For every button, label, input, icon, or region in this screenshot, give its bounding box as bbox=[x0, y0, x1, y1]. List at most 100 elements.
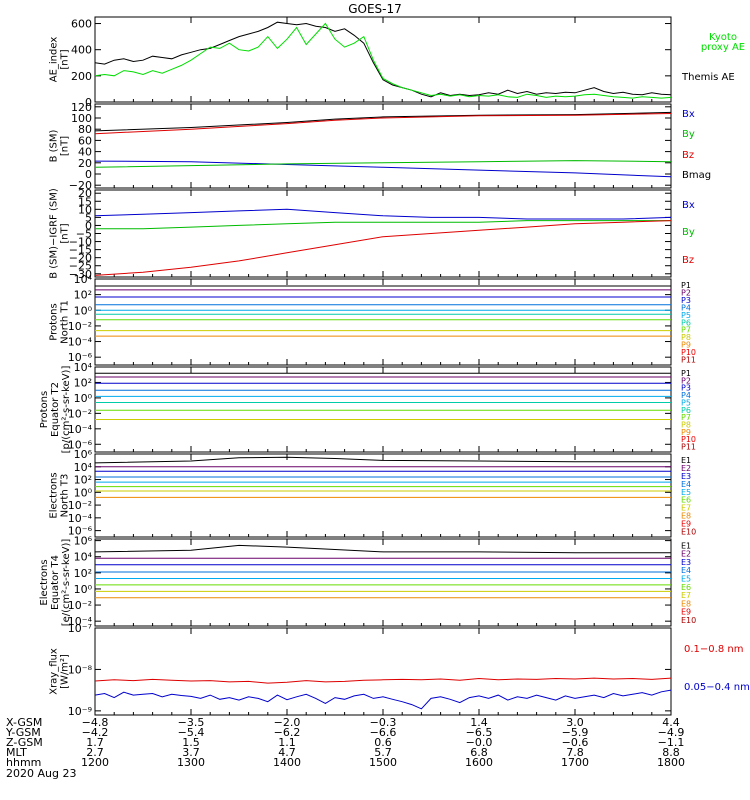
y-tick-label: 5 bbox=[85, 211, 92, 224]
ephemeris-value: −0.3 bbox=[370, 716, 397, 729]
y-tick-label: 10⁻⁶ bbox=[68, 438, 93, 451]
ephemeris-value: −6.6 bbox=[370, 726, 397, 739]
y-tick-label: 10⁻⁷ bbox=[68, 622, 92, 635]
y-tick-label: 400 bbox=[71, 44, 92, 57]
ephemeris-value: 7.8 bbox=[566, 746, 584, 759]
ephemeris-row-label: Z-GSM bbox=[6, 736, 43, 749]
legend-item: P1 bbox=[681, 369, 691, 378]
legend: Bx By Bz Bmag bbox=[682, 109, 711, 181]
legend-item: By bbox=[682, 227, 695, 238]
ephemeris-row-label: X-GSM bbox=[6, 716, 42, 729]
y-tick-label: 10⁻² bbox=[68, 407, 92, 420]
y-axis-label: B (SM) bbox=[49, 129, 60, 162]
y-tick-label: 10⁻⁶ bbox=[68, 351, 93, 364]
legend-item: 0.1−0.8 nm bbox=[684, 644, 743, 655]
legend-item: P5 bbox=[681, 398, 691, 407]
y-axis-label: B (SM)−IGRF (SM) bbox=[49, 188, 60, 279]
legend-item: By bbox=[682, 129, 695, 140]
y-tick-label: 10⁰ bbox=[74, 392, 93, 405]
y-tick-label: −15 bbox=[69, 244, 92, 257]
legend-item: P8 bbox=[681, 420, 691, 429]
ephemeris-value: 8.8 bbox=[662, 746, 680, 759]
ephemeris-table: X-GSM −4.8 −3.5 −2.0 −0.3 1.4 3.0 4.4 Y-GSM −4.2 −… bbox=[5, 716, 685, 769]
legend-item: P2 bbox=[681, 288, 691, 297]
ephemeris-value: 1400 bbox=[273, 756, 301, 769]
legend: Bx By Bz bbox=[682, 200, 695, 266]
legend-item: Kyoto bbox=[709, 32, 737, 43]
legend-item: Bz bbox=[682, 150, 694, 161]
y-tick-label: 80 bbox=[78, 123, 92, 136]
panel-p_t1: 10⁴ 10² 10⁰ 10⁻² 10⁻⁴ 10⁻⁶ Protons North T1 P1P2… bbox=[49, 273, 696, 366]
legend-item: Themis AE bbox=[681, 72, 735, 83]
y-tick-label: 120 bbox=[71, 101, 92, 114]
legend-item: P11 bbox=[681, 356, 696, 365]
legend-item: E6 bbox=[681, 583, 691, 592]
legend-item: Bx bbox=[682, 200, 695, 211]
legend-item: P7 bbox=[681, 413, 691, 422]
ephemeris-value: −1.1 bbox=[658, 736, 685, 749]
legend-item: P10 bbox=[681, 435, 696, 444]
ephemeris-value: 4.7 bbox=[278, 746, 296, 759]
ephemeris-value: −6.2 bbox=[274, 726, 301, 739]
series-e1 bbox=[94, 544, 671, 554]
series-bz bbox=[94, 220, 672, 276]
y-tick-label: −20 bbox=[69, 252, 92, 265]
y-tick-label: 40 bbox=[78, 146, 92, 159]
series-kyoto-proxy-ae bbox=[94, 22, 672, 99]
y-tick-label: 0 bbox=[85, 219, 92, 232]
y-tick-label: 10⁻⁴ bbox=[68, 512, 93, 525]
legend-item: E7 bbox=[681, 591, 691, 600]
ephemeris-row-label: MLT bbox=[6, 746, 27, 759]
legend-item: E9 bbox=[681, 608, 691, 617]
y-tick-label: 10 bbox=[78, 203, 92, 216]
ephemeris-value: 1500 bbox=[369, 756, 397, 769]
ephemeris-row-label: Y-GSM bbox=[5, 726, 41, 739]
y-tick-label: 600 bbox=[71, 18, 92, 31]
legend-item: E6 bbox=[681, 496, 691, 505]
ephemeris-value: −5.4 bbox=[178, 726, 205, 739]
legend-item: E4 bbox=[681, 566, 691, 575]
ephemeris-value: −3.5 bbox=[178, 716, 205, 729]
panel-frame bbox=[94, 16, 672, 103]
ephemeris-value: 4.4 bbox=[662, 716, 680, 729]
y-axis-label: Protons bbox=[49, 303, 60, 340]
y-axis-label: [nT] bbox=[60, 223, 71, 243]
y-axis-label: Protons bbox=[39, 391, 50, 428]
legend-item: P8 bbox=[681, 333, 691, 342]
legend-item: P10 bbox=[681, 348, 696, 357]
series-bx bbox=[94, 208, 672, 220]
legend-item: P4 bbox=[681, 391, 691, 400]
y-tick-label: 10⁻² bbox=[68, 499, 92, 512]
ephemeris-value: 0.6 bbox=[374, 736, 392, 749]
legend-item: E8 bbox=[681, 511, 691, 520]
y-tick-label: 15 bbox=[78, 195, 92, 208]
legend-item: E4 bbox=[681, 480, 691, 489]
panel-frame bbox=[94, 278, 672, 366]
legend-item: P9 bbox=[681, 341, 691, 350]
y-tick-label: 10⁰ bbox=[74, 304, 93, 317]
y-axis-label: [W/m²] bbox=[60, 654, 71, 689]
y-tick-label: 20 bbox=[78, 187, 92, 200]
y-tick-label: 10⁰ bbox=[74, 486, 93, 499]
y-tick-label: 20 bbox=[78, 157, 92, 170]
y-tick-label: 10⁴ bbox=[74, 551, 93, 564]
panel-xray: 10⁻⁷ 10⁻⁸ 10⁻⁹ Xray_flux [W/m²] 0.1−0.8 nm 0.0… bbox=[49, 622, 750, 718]
legend-item: E9 bbox=[681, 519, 691, 528]
y-axis-label: North T1 bbox=[60, 300, 71, 344]
y-tick-label: 10² bbox=[74, 376, 92, 389]
ephemeris-value: 3.0 bbox=[566, 716, 584, 729]
ephemeris-value: −4.9 bbox=[658, 726, 685, 739]
legend-item: P9 bbox=[681, 428, 691, 437]
y-tick-label: 10⁻⁹ bbox=[68, 705, 92, 718]
legend-item: Bx bbox=[682, 109, 695, 120]
legend-item: E2 bbox=[681, 550, 691, 559]
series-themis-ae bbox=[94, 21, 672, 98]
y-tick-label: −20 bbox=[69, 179, 92, 192]
legend-item: Bmag bbox=[682, 170, 711, 181]
legend-item: E7 bbox=[681, 504, 691, 513]
